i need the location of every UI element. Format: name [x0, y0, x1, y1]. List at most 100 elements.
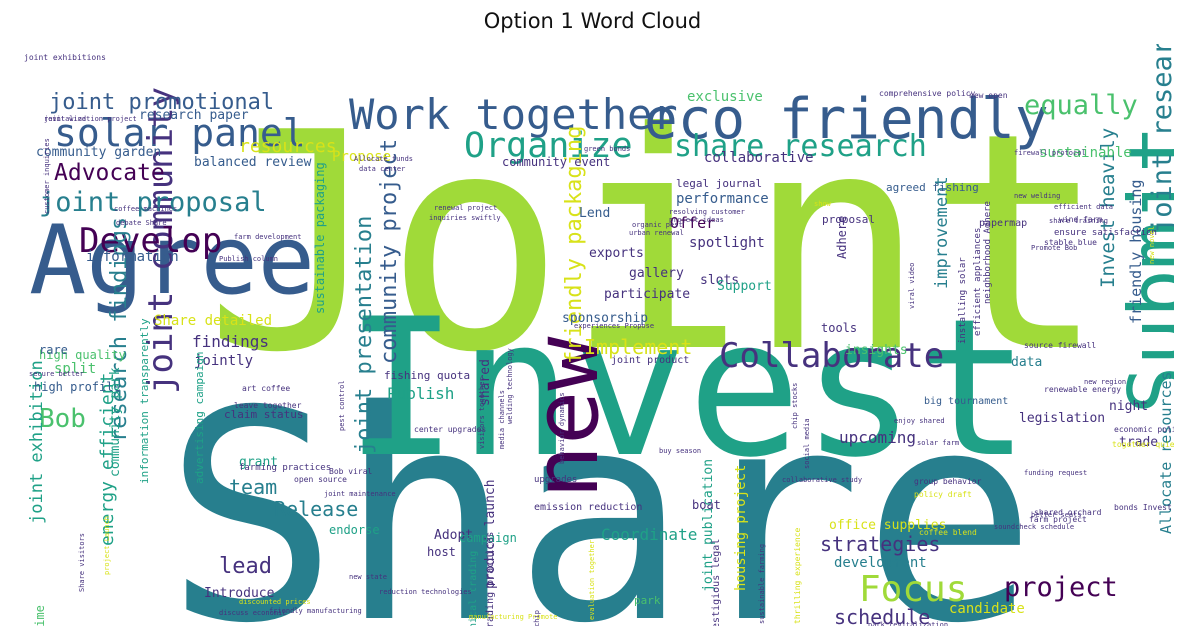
cloud-word: Publish: [387, 384, 455, 403]
cloud-word: community event: [502, 155, 611, 169]
cloud-word: high quality: [39, 348, 126, 362]
cloud-word: balanced review: [194, 155, 312, 170]
cloud-word: park revitalization: [868, 621, 949, 627]
cloud-word: new novel: [1148, 226, 1156, 264]
cloud-word: inquiries swiftly: [429, 214, 501, 222]
cloud-word: customer inquiries: [43, 138, 51, 214]
cloud-word: big tournament: [924, 396, 1009, 407]
cloud-word: Agree: [29, 206, 315, 316]
cloud-word: stable blue: [1044, 238, 1097, 247]
cloud-word: joint presentation: [352, 215, 377, 454]
cloud-word: office supplies: [829, 518, 947, 533]
cloud-word: new state: [349, 573, 387, 581]
cloud-word: papermap: [979, 218, 1028, 229]
cloud-word: schedule: [834, 605, 931, 626]
cloud-word: high profile: [34, 380, 121, 394]
cloud-word: legislation: [1019, 411, 1106, 426]
cloud-word: organic pest: [632, 221, 683, 229]
cloud-word: data: [1011, 355, 1043, 370]
cloud-word: strategies: [820, 532, 941, 556]
cloud-word: Promote Bob: [1031, 244, 1078, 252]
cloud-word: lead: [219, 554, 272, 579]
cloud-word: endorse: [329, 523, 380, 537]
cloud-word: center upgrades: [414, 425, 487, 434]
cloud-word: Joint: [204, 69, 1108, 418]
cloud-word: information: [86, 249, 179, 265]
cloud-word: Bob: [39, 404, 86, 434]
cloud-word: findings: [192, 332, 270, 351]
cloud-word: policy draft: [914, 490, 972, 499]
cloud-word: project ideas: [669, 216, 724, 224]
cloud-word: Focus: [859, 569, 968, 610]
cloud-word: performance: [676, 191, 769, 207]
cloud-word: solar panel: [54, 111, 306, 155]
cloud-word: project: [1004, 572, 1118, 603]
cloud-word: participate: [604, 287, 691, 302]
cloud-word: shared orchard: [1034, 508, 1102, 517]
cloud-word: Share: [164, 350, 1037, 627]
cloud-word: revitalization project: [44, 115, 137, 123]
cloud-word: Release: [274, 497, 359, 521]
cloud-word: group behavior: [914, 477, 982, 486]
cloud-word: Invest: [344, 278, 1031, 499]
cloud-word: experiences Propose: [574, 322, 655, 330]
cloud-word: candidate: [949, 601, 1025, 617]
cloud-word: farming practices: [239, 463, 332, 473]
cloud-word: Lend: [579, 206, 611, 221]
cloud-word: Implement: [584, 335, 693, 359]
cloud-word: share training: [1049, 217, 1109, 225]
cloud-word: claim status: [224, 408, 304, 421]
cloud-word: media channels: [498, 389, 506, 449]
cloud-word: new welding: [1014, 192, 1061, 200]
cloud-word: development: [834, 555, 927, 571]
cloud-word: ensure satisfaction: [1054, 228, 1157, 238]
cloud-word: advertising campaign: [193, 351, 206, 484]
cloud-word: time: [33, 605, 47, 626]
cloud-word: exports: [589, 246, 644, 261]
cloud-word: Share detailed: [154, 313, 273, 329]
cloud-word: buy season: [659, 447, 702, 455]
cloud-word: farm development: [234, 233, 302, 241]
cloud-word: sustainable packaging: [313, 162, 327, 314]
cloud-word: Propose: [332, 149, 392, 165]
cloud-word: grant: [239, 455, 279, 470]
cloud-word: trade: [1119, 435, 1159, 450]
cloud-word: bonds Invest: [1114, 503, 1172, 512]
cloud-word: viral video: [908, 262, 916, 309]
cloud-word: farm project: [1029, 515, 1087, 524]
cloud-word: renewable energy: [1044, 385, 1122, 394]
cloud-word: Develop: [79, 221, 223, 261]
cloud-word: renewal project: [434, 204, 498, 212]
cloud-word: visitors together: [478, 377, 486, 449]
cloud-word: proposal: [822, 213, 875, 226]
cloud-word: source firewall: [1024, 341, 1097, 350]
cloud-word: community garden: [36, 145, 162, 160]
cloud-word: funding request: [1024, 469, 1088, 477]
cloud-word: social media: [803, 418, 811, 469]
cloud-word: coffee machines: [114, 205, 178, 213]
cloud-word: upcoming: [839, 428, 917, 447]
cloud-word: park: [634, 594, 661, 607]
cloud-word: Collaborate: [719, 336, 945, 376]
cloud-word: efficient data: [1054, 203, 1114, 211]
cloud-word: debate Share: [116, 219, 167, 227]
cloud-word: campaign: [459, 531, 517, 545]
cloud-word: research paper: [139, 108, 249, 123]
cloud-word: art coffee: [242, 384, 291, 393]
cloud-word: split: [54, 361, 97, 377]
cloud-word: joint promotional: [49, 90, 275, 115]
cloud-word: soundcheck schedule: [994, 523, 1075, 531]
cloud-word: joint proposal: [39, 187, 267, 218]
cloud-word: neighborhood Adhere: [983, 201, 993, 304]
cloud-word: Bob viral: [329, 467, 373, 476]
cloud-word: new region: [1084, 378, 1127, 386]
cloud-word: collaborative study: [782, 476, 863, 484]
cloud-word: solar farm: [917, 439, 960, 447]
cloud-word: friendly housing: [1127, 179, 1145, 325]
cloud-word: boat: [692, 498, 721, 512]
cloud-word: legal journal: [676, 177, 763, 190]
cloud-word: manufacturing Promote: [469, 613, 558, 621]
cloud-word: emission reduction: [534, 502, 643, 513]
cloud-word: thrilling experience: [793, 527, 802, 624]
cloud-word: wind farm: [1059, 215, 1103, 224]
